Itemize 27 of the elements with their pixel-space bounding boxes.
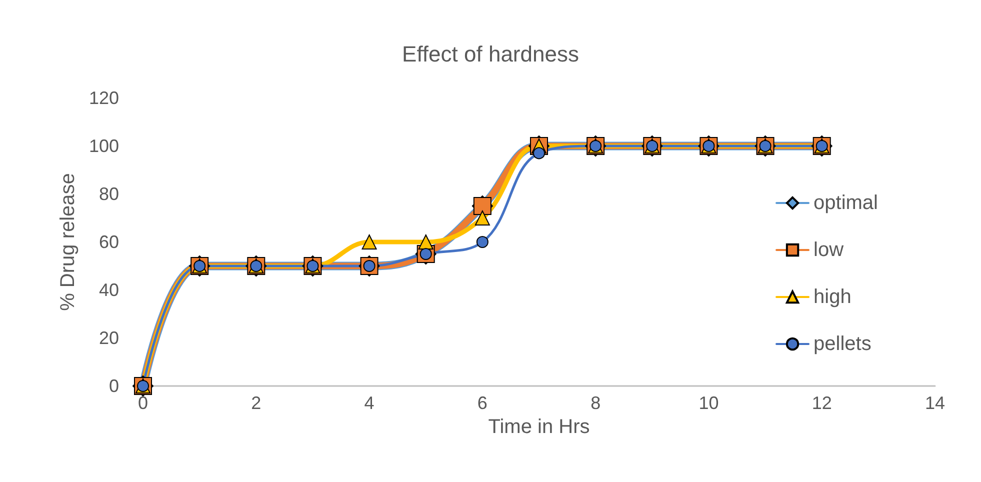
point [362, 234, 377, 250]
x-tick-label: 10 [698, 393, 719, 413]
chart-title: Effect of hardness [402, 42, 579, 66]
x-tick-label: 6 [477, 393, 488, 413]
point [476, 236, 488, 248]
legend-label: optimal [814, 192, 878, 214]
y-tick-label: 20 [98, 328, 119, 348]
x-axis-title: Time in Hrs [488, 416, 590, 438]
y-tick-label: 60 [98, 232, 119, 252]
x-tick-label: 12 [812, 393, 832, 413]
y-axis-title: % Drug release [57, 173, 80, 311]
legend-label: low [814, 239, 844, 261]
point [474, 210, 490, 226]
x-tick-label: 4 [364, 393, 374, 413]
legend-label: pellets [814, 333, 872, 355]
x-tick-label: 8 [590, 393, 601, 413]
point [533, 147, 545, 160]
y-tick-label: 0 [108, 376, 119, 396]
y-tick-label: 120 [88, 88, 119, 108]
y-tick-label: 100 [88, 136, 119, 156]
legend-label: high [814, 286, 852, 308]
point [418, 234, 434, 250]
x-tick-label: 0 [138, 393, 148, 413]
x-tick-label: 14 [924, 393, 946, 413]
x-tick-label: 2 [251, 393, 262, 413]
y-tick-label: 80 [98, 184, 119, 204]
y-tick-label: 40 [98, 280, 119, 300]
